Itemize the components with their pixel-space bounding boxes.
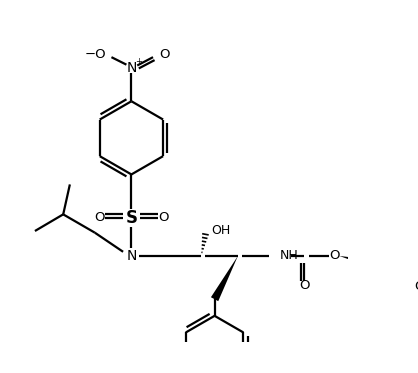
Text: S: S bbox=[125, 209, 138, 227]
Text: −O: −O bbox=[85, 48, 107, 61]
Text: +: + bbox=[135, 57, 143, 66]
Text: O: O bbox=[329, 250, 339, 263]
Text: N: N bbox=[126, 249, 137, 263]
Polygon shape bbox=[339, 256, 368, 266]
Text: N: N bbox=[127, 61, 138, 75]
Text: O: O bbox=[414, 280, 418, 293]
Text: O: O bbox=[94, 211, 105, 224]
Text: O: O bbox=[158, 211, 168, 224]
Text: NH: NH bbox=[280, 250, 298, 263]
Text: O: O bbox=[160, 48, 170, 61]
Text: O: O bbox=[299, 279, 310, 292]
Polygon shape bbox=[211, 256, 238, 301]
Text: OH: OH bbox=[211, 225, 230, 238]
